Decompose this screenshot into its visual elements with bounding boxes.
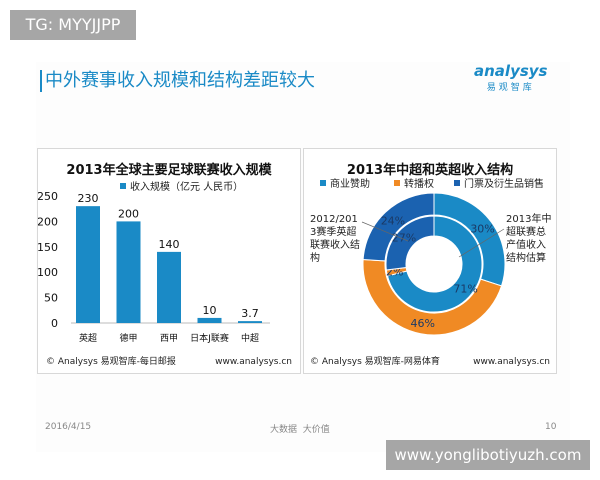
x-tick-label: 西甲 xyxy=(160,333,178,344)
footer-slogan: 大数据 大价值 xyxy=(270,425,330,435)
x-tick-label: 德甲 xyxy=(119,332,137,344)
data-label: 230 xyxy=(78,192,99,205)
outer-slice xyxy=(362,192,435,262)
data-label: 24% xyxy=(381,214,405,227)
annotation-epl: 2012/2013赛季英超联赛收入结构 xyxy=(310,214,360,264)
footer-page: 10 xyxy=(545,422,557,432)
bar-source: © Analysys 易观智库-每日邮报 xyxy=(46,357,176,367)
bar-chart-panel: 2013年全球主要足球联赛收入规模 0 50 100 150 200 250 收入规模（亿元… xyxy=(37,148,301,374)
bar-site: www.analysys.cn xyxy=(215,357,292,367)
data-label: 3.7 xyxy=(241,307,259,320)
y-tick-label: 100 xyxy=(38,266,58,279)
bar-chart-title: 2013年全球主要足球联赛收入规模 xyxy=(66,163,272,178)
donut-site: www.analysys.cn xyxy=(473,357,550,367)
donut-source: © Analysys 易观智库-网易体育 xyxy=(310,357,440,367)
annotation-line xyxy=(458,228,505,258)
legend-swatch xyxy=(394,180,400,186)
y-tick-label: 0 xyxy=(51,317,58,330)
logo-sub: 易观智库 xyxy=(486,83,535,93)
y-tick-label: 150 xyxy=(38,241,58,254)
tag-label: TG: MYYJJPP xyxy=(10,10,136,40)
watermark-url: www.yonglibotiyuzh.com xyxy=(386,440,590,470)
x-tick-label: 中超 xyxy=(241,332,259,344)
analysys-logo: analysys 易观智库 xyxy=(474,62,547,93)
y-tick-label: 250 xyxy=(38,190,58,203)
x-tick-label: 日本J联赛 xyxy=(190,332,229,344)
logo-name: analysys xyxy=(474,62,548,80)
bar xyxy=(157,251,181,323)
footer-date: 2016/4/15 xyxy=(45,422,92,432)
donut-chart-title: 2013年中超和英超收入结构 xyxy=(346,163,514,178)
data-label: 27% xyxy=(392,232,416,245)
x-tick-label: 英超 xyxy=(79,332,97,344)
page-title: 中外赛事收入规模和结构差距较大 xyxy=(40,70,315,92)
legend-swatch xyxy=(120,183,126,189)
legend-label: 门票及衍生品销售 xyxy=(464,177,544,190)
legend-swatch xyxy=(320,180,326,186)
bar xyxy=(116,221,141,323)
y-tick-label: 200 xyxy=(38,215,58,228)
legend-label: 商业赞助 xyxy=(330,177,370,190)
bar-chart: 0 50 100 150 200 250 收入规模（亿元 人民币） 230 英超 200 德甲 140… xyxy=(38,180,270,344)
bar xyxy=(197,317,222,323)
data-label: 30% xyxy=(470,223,494,236)
data-label: 71% xyxy=(453,283,477,296)
annotation-line xyxy=(361,221,409,242)
outer-slice xyxy=(362,259,503,336)
legend-label: 收入规模（亿元 人民币） xyxy=(130,180,243,193)
inner-slice xyxy=(386,215,483,313)
data-label: 46% xyxy=(411,317,435,330)
legend-label: 转播权 xyxy=(404,177,434,190)
legend-swatch xyxy=(454,180,460,186)
donut-chart-panel: 2013年中超和英超收入结构 商业赞助 转播权 门票及衍生品销售 30% 46% 24% 7… xyxy=(303,148,557,374)
bar xyxy=(76,206,100,323)
data-label: 140 xyxy=(159,238,180,251)
y-tick-label: 50 xyxy=(44,292,58,305)
data-label: 10 xyxy=(203,304,217,317)
data-label: 200 xyxy=(118,207,139,220)
annotation-csl: 2013年中超联赛总产值收入结构估算 xyxy=(506,214,552,264)
bar xyxy=(238,321,262,323)
inner-slice xyxy=(385,215,435,271)
